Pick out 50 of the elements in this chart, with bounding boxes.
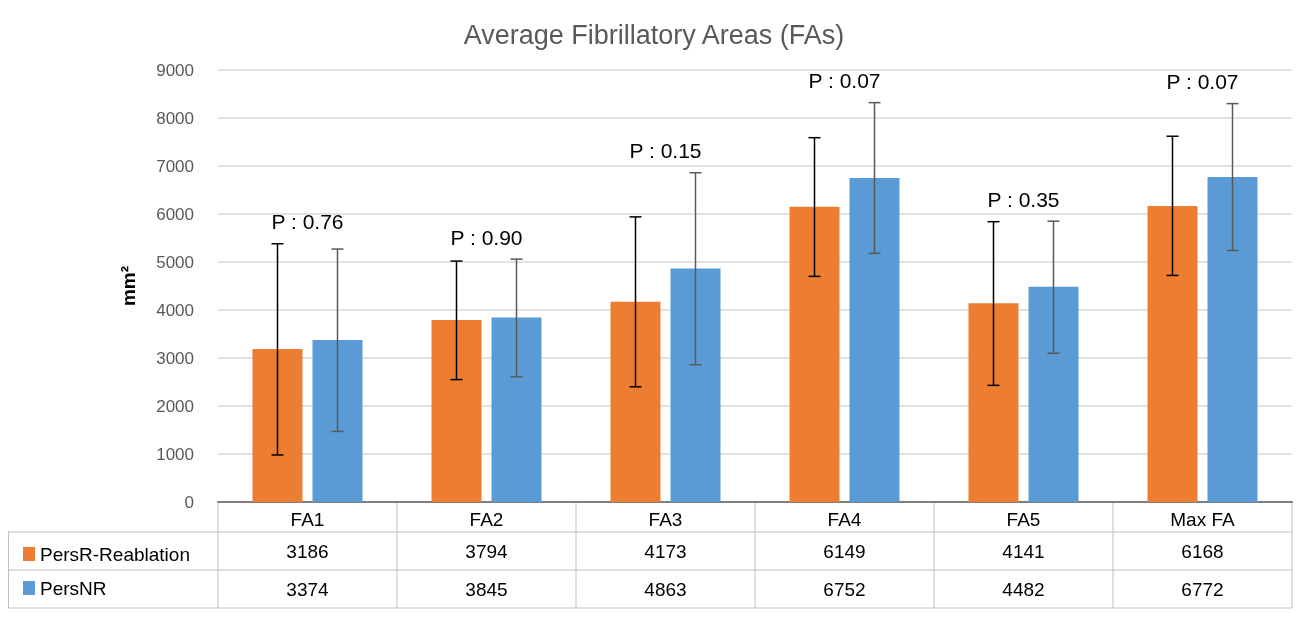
bar [431, 319, 482, 502]
bar [1028, 286, 1079, 502]
data-label: 4173 [644, 540, 687, 562]
data-label: 3374 [286, 578, 330, 600]
annotation: P : 0.15 [629, 139, 702, 163]
bar [1147, 205, 1198, 502]
y-tick-label: 6000 [156, 204, 194, 224]
x-tick-label: FA4 [827, 509, 862, 530]
bar [1207, 176, 1258, 502]
x-tick-label: FA3 [648, 509, 683, 530]
legend-label: PersNR [40, 577, 107, 599]
bar [312, 340, 363, 502]
y-tick-label: 2000 [156, 396, 194, 416]
data-label: 6149 [823, 540, 866, 562]
y-tick-label: 4000 [156, 300, 194, 320]
y-tick-label: 9000 [156, 60, 194, 80]
y-tick-label: 3000 [156, 348, 194, 368]
bar [789, 206, 840, 502]
data-label: 6772 [1181, 578, 1224, 600]
bar [849, 177, 900, 502]
bar [670, 268, 721, 502]
x-tick-label: FA5 [1006, 509, 1041, 530]
annotation: P : 0.07 [1166, 70, 1239, 94]
annotation: P : 0.07 [808, 69, 881, 93]
bar [252, 349, 303, 502]
x-tick-label: Max FA [1170, 509, 1236, 530]
data-label: 6168 [1181, 540, 1224, 562]
data-label: 4863 [644, 578, 687, 600]
annotation: P : 0.90 [450, 225, 523, 249]
bar [491, 317, 542, 502]
y-tick-label: 7000 [156, 156, 194, 176]
x-tick-label: FA1 [290, 509, 325, 530]
data-label: 4141 [1002, 540, 1045, 562]
chart-title: Average Fibrillatory Areas (FAs) [463, 19, 845, 50]
bar [968, 303, 1019, 502]
data-label: 3794 [465, 540, 509, 562]
bar [610, 301, 661, 502]
y-tick-label: 0 [184, 492, 194, 512]
data-label: 3845 [465, 578, 508, 600]
y-tick-label: 8000 [156, 108, 194, 128]
x-tick-label: FA2 [469, 509, 504, 530]
data-label: 4482 [1002, 578, 1045, 600]
y-tick-label: 1000 [156, 444, 194, 464]
legend-label: PersR-Reablation [40, 543, 190, 565]
y-axis-title: mm² [118, 265, 139, 307]
y-tick-label: 5000 [156, 252, 194, 272]
data-label: 3186 [286, 540, 329, 562]
annotation: P : 0.35 [987, 187, 1060, 211]
annotation: P : 0.76 [271, 210, 344, 234]
data-label: 6752 [823, 578, 866, 600]
